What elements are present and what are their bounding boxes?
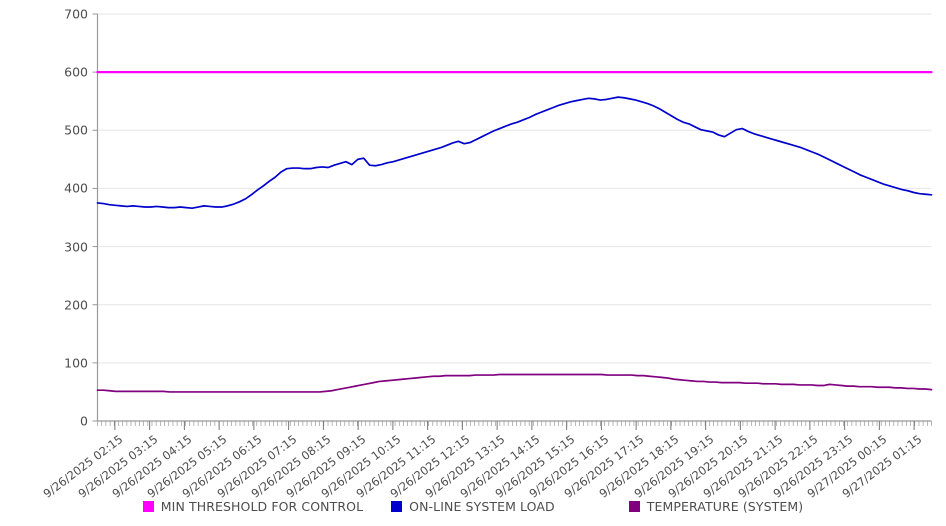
legend-label: ON-LINE SYSTEM LOAD bbox=[409, 498, 555, 514]
legend-item[interactable]: TEMPERATURE (SYSTEM) bbox=[628, 498, 804, 514]
legend-swatch-icon bbox=[628, 500, 640, 512]
legend-label: MIN THRESHOLD FOR CONTROL bbox=[160, 498, 364, 514]
legend-swatch-icon bbox=[142, 500, 154, 512]
y-axis-tick-label: 600 bbox=[64, 64, 88, 80]
legend-item[interactable]: MIN THRESHOLD FOR CONTROL bbox=[142, 498, 364, 514]
y-axis-tick-label: 500 bbox=[64, 122, 88, 138]
y-axis-tick-label: 700 bbox=[64, 6, 88, 22]
y-axis-tick-label: 400 bbox=[64, 180, 88, 196]
y-axis-tick-label: 200 bbox=[64, 297, 88, 313]
legend-item[interactable]: ON-LINE SYSTEM LOAD bbox=[391, 499, 555, 514]
x-axis-minor-ticks bbox=[97, 421, 932, 426]
y-axis-ticks bbox=[92, 13, 98, 422]
x-axis-major-ticks bbox=[114, 421, 915, 430]
legend-label: TEMPERATURE (SYSTEM) bbox=[646, 498, 804, 514]
series-lines bbox=[96, 71, 933, 393]
axis-lines bbox=[96, 14, 932, 422]
y-axis-tick-label: 300 bbox=[64, 239, 88, 255]
y-axis-tick-label: 0 bbox=[80, 413, 88, 429]
y-axis-tick-label: 100 bbox=[64, 355, 88, 371]
legend-swatch-icon bbox=[391, 500, 403, 512]
series-line-2 bbox=[96, 373, 933, 393]
series-line-1 bbox=[96, 96, 933, 210]
gridlines bbox=[97, 13, 932, 422]
chart-legend: MIN THRESHOLD FOR CONTROL ON-LINE SYSTEM … bbox=[0, 494, 946, 518]
